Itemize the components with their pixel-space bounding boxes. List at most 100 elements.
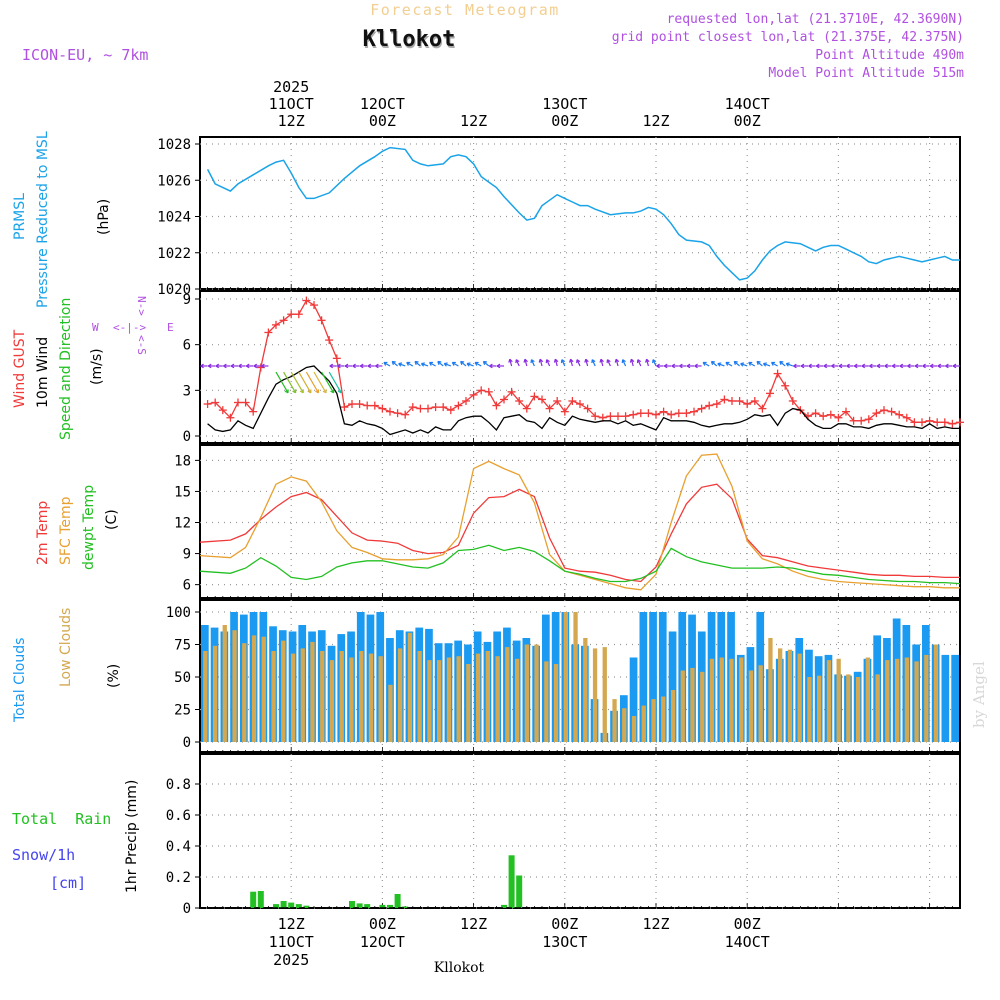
- gust-marker: [606, 412, 615, 421]
- wind-direction-arrow: [793, 363, 801, 369]
- wind-direction-arrow: [344, 363, 352, 369]
- wind-direction-arrow: [614, 358, 620, 367]
- wind-direction-arrow: [238, 363, 246, 369]
- low-cloud-bar: [651, 699, 656, 742]
- gust-marker: [895, 410, 904, 419]
- pressure-msl-label: Pressure Reduced to MSL: [35, 131, 51, 308]
- wind-direction-arrow: [207, 363, 216, 369]
- y-tick-label: 0.4: [166, 839, 191, 855]
- low-cloud-bar: [817, 675, 822, 742]
- precip-bar: [501, 904, 507, 908]
- total-cloud-bar: [941, 654, 950, 742]
- gust-marker: [758, 404, 767, 413]
- y-tick-label: 25: [174, 703, 191, 719]
- wind-direction-arrow: [489, 363, 497, 369]
- wind-direction-arrow: [937, 363, 945, 369]
- total-rain-label: Total Rain: [12, 810, 111, 828]
- gust-marker: [773, 369, 782, 378]
- top-axis-label: 00Z: [369, 112, 396, 130]
- watermark: by Angel: [970, 661, 988, 728]
- low-cloud-bar: [904, 657, 909, 742]
- low-cloud-bar: [846, 674, 851, 742]
- gust-marker: [492, 401, 501, 410]
- gust-marker: [317, 316, 326, 325]
- y-tick-label: 0.2: [166, 870, 191, 886]
- y-tick-label: 1028: [157, 137, 191, 153]
- low-cloud-bar: [739, 657, 744, 742]
- gust-marker: [462, 396, 470, 405]
- pressure-unit: (hPa): [96, 199, 112, 235]
- precip-bar: [257, 891, 264, 908]
- y-tick-label: 0: [183, 901, 191, 917]
- low-cloud-bar: [300, 648, 305, 742]
- low-cloud-bar: [592, 648, 598, 742]
- low-cloud-bar: [251, 635, 257, 742]
- wind-direction-arrow: [853, 363, 862, 369]
- y-tick-label: 0: [183, 429, 191, 445]
- wind-direction-arrow: [466, 362, 474, 367]
- bottom-axis-label: 12Z: [642, 915, 669, 933]
- wind-direction-arrow: [671, 363, 679, 369]
- sfc-temp-line: [199, 453, 960, 591]
- low-cloud-bar: [690, 667, 695, 742]
- wind-direction-arrow: [515, 359, 520, 367]
- gust-marker: [560, 407, 569, 416]
- point-altitude: Point Altitude 490m: [815, 48, 964, 63]
- wind-direction-arrow: [538, 358, 544, 367]
- low-cloud-bar: [885, 660, 890, 742]
- gust-marker: [743, 400, 752, 409]
- gust-marker: [500, 395, 508, 404]
- low-cloud-bar: [826, 660, 832, 742]
- low-cloud-bar: [495, 656, 500, 742]
- gust-marker: [918, 418, 926, 427]
- low-cloud-bar: [271, 651, 276, 742]
- panel-frame: [199, 753, 961, 909]
- low-cloud-bar: [573, 612, 578, 742]
- wind-direction-arrow: [443, 362, 452, 367]
- wind-direction-arrow: [328, 371, 342, 394]
- bottom-axis-label: 14OCT: [725, 933, 770, 951]
- top-axis-label: 2025: [273, 78, 309, 96]
- bottom-axis-label: 00Z: [734, 915, 761, 933]
- low-cloud-bar: [203, 651, 208, 742]
- top-axis-label: 00Z: [551, 112, 578, 130]
- gust-marker: [454, 401, 463, 410]
- gust-marker: [576, 400, 584, 409]
- wind-direction-arrow: [599, 358, 604, 367]
- gust-marker: [393, 409, 402, 418]
- gust-marker: [788, 396, 797, 405]
- snow-label: Snow/1h: [12, 846, 75, 864]
- low-cloud-bar: [446, 657, 452, 742]
- low-cloud-bar: [515, 658, 520, 742]
- gust-marker: [591, 412, 600, 421]
- low-cloud-bar: [398, 648, 403, 742]
- gust-marker: [940, 418, 949, 427]
- gust-marker: [340, 403, 349, 412]
- bottom-axis-label: 13OCT: [542, 933, 587, 951]
- low-cloud-bar: [700, 671, 705, 742]
- precip-bar: [402, 906, 409, 908]
- low-cloud-bar: [281, 640, 286, 742]
- gust-marker: [811, 409, 820, 418]
- low-cloud-bar: [602, 647, 607, 742]
- footer-location: Kllokot: [434, 960, 485, 976]
- temp2m-line: [199, 483, 960, 583]
- bottom-axis-label: 12Z: [278, 915, 305, 933]
- gust-marker: [819, 412, 828, 421]
- low-cloud-bar: [310, 641, 315, 742]
- gust-marker: [355, 400, 364, 409]
- low-cloud-bar: [320, 651, 325, 742]
- wind-direction-arrow: [861, 363, 869, 369]
- total-cloud-bar: [658, 612, 667, 742]
- location-title: Kllokot: [363, 27, 456, 52]
- bottom-axis-label: 12Z: [460, 915, 487, 933]
- wind-key-south: <-S: [135, 335, 148, 355]
- gust-marker: [469, 390, 478, 399]
- wind-direction-arrow: [367, 363, 375, 369]
- total-cloud-bar: [951, 654, 959, 742]
- gust-marker: [750, 396, 759, 405]
- wind-direction-arrow: [230, 363, 238, 369]
- model-point-altitude: Model Point Altitude 515m: [768, 66, 964, 81]
- y-tick-label: 6: [183, 338, 191, 354]
- y-tick-label: 3: [183, 383, 191, 399]
